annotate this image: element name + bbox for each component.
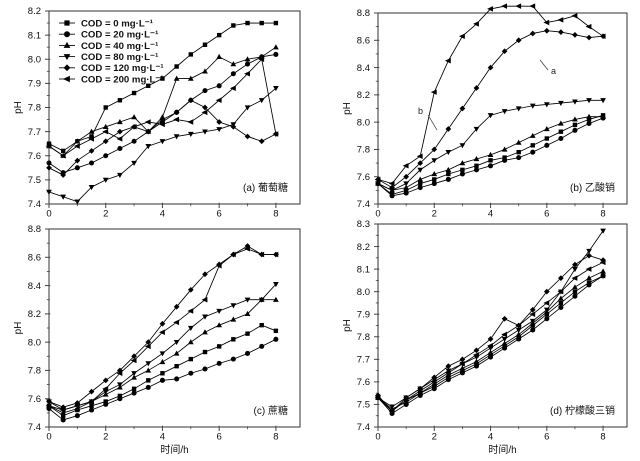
- svg-text:pH: pH: [13, 322, 24, 335]
- svg-text:4: 4: [488, 209, 493, 220]
- svg-text:8.2: 8.2: [357, 90, 370, 101]
- svg-text:7.8: 7.8: [357, 145, 370, 156]
- svg-text:7.5: 7.5: [28, 175, 41, 186]
- svg-text:COD = 20 mg·L⁻¹: COD = 20 mg·L⁻¹: [81, 30, 158, 41]
- svg-text:8: 8: [273, 209, 278, 220]
- svg-text:2: 2: [103, 209, 108, 220]
- svg-text:7.4: 7.4: [28, 422, 41, 433]
- svg-text:8: 8: [600, 209, 605, 220]
- svg-text:时间/h: 时间/h: [160, 443, 188, 456]
- svg-text:7.8: 7.8: [28, 366, 41, 377]
- svg-text:7.4: 7.4: [357, 422, 370, 433]
- svg-text:7.4: 7.4: [357, 199, 370, 210]
- svg-text:4: 4: [160, 432, 165, 443]
- svg-text:7.9: 7.9: [28, 79, 41, 90]
- svg-text:8.4: 8.4: [357, 63, 370, 74]
- svg-text:COD = 200 mg·L⁻¹: COD = 200 mg·L⁻¹: [81, 74, 164, 85]
- svg-text:4: 4: [488, 432, 493, 443]
- svg-text:6: 6: [544, 432, 549, 443]
- svg-text:8: 8: [273, 432, 278, 443]
- svg-text:pH: pH: [342, 102, 353, 115]
- svg-text:a: a: [551, 66, 556, 76]
- svg-text:8.4: 8.4: [28, 281, 41, 292]
- svg-text:7.6: 7.6: [357, 172, 370, 183]
- svg-text:7.6: 7.6: [357, 377, 370, 388]
- svg-text:COD = 0 mg·L⁻¹: COD = 0 mg·L⁻¹: [81, 18, 153, 29]
- svg-text:7.6: 7.6: [28, 151, 41, 162]
- svg-text:0: 0: [46, 209, 51, 220]
- svg-text:0: 0: [375, 209, 380, 220]
- svg-text:(a) 葡萄糖: (a) 葡萄糖: [243, 181, 288, 194]
- svg-text:(c) 蔗糖: (c) 蔗糖: [254, 404, 288, 417]
- svg-text:4: 4: [160, 209, 165, 220]
- svg-text:8.2: 8.2: [357, 242, 370, 253]
- svg-text:COD = 120 mg·L⁻¹: COD = 120 mg·L⁻¹: [81, 63, 164, 74]
- svg-text:0: 0: [375, 432, 380, 443]
- svg-text:6: 6: [217, 209, 222, 220]
- svg-text:(b) 乙酸销: (b) 乙酸销: [570, 181, 615, 194]
- svg-text:6: 6: [544, 209, 549, 220]
- svg-text:8.8: 8.8: [357, 8, 370, 19]
- svg-text:7.9: 7.9: [357, 309, 370, 320]
- svg-text:8: 8: [600, 432, 605, 443]
- svg-text:COD = 40 mg·L⁻¹: COD = 40 mg·L⁻¹: [81, 41, 158, 52]
- svg-text:pH: pH: [13, 101, 24, 114]
- svg-text:COD = 80 mg·L⁻¹: COD = 80 mg·L⁻¹: [81, 52, 158, 63]
- svg-text:8.6: 8.6: [357, 35, 370, 46]
- svg-text:8.0: 8.0: [357, 117, 370, 128]
- svg-text:时间/h: 时间/h: [488, 443, 516, 456]
- svg-text:8.1: 8.1: [28, 30, 41, 41]
- svg-text:7.5: 7.5: [357, 400, 370, 411]
- svg-text:8.0: 8.0: [28, 337, 41, 348]
- svg-text:8.8: 8.8: [28, 224, 41, 235]
- svg-text:8.0: 8.0: [357, 287, 370, 298]
- svg-text:7.7: 7.7: [28, 127, 41, 138]
- svg-text:2: 2: [103, 432, 108, 443]
- svg-text:7.8: 7.8: [357, 332, 370, 343]
- svg-text:7.8: 7.8: [28, 103, 41, 114]
- svg-text:8.2: 8.2: [28, 309, 41, 320]
- svg-text:8.2: 8.2: [28, 6, 41, 17]
- svg-text:7.6: 7.6: [28, 394, 41, 405]
- svg-text:8.6: 8.6: [28, 252, 41, 263]
- svg-text:7.4: 7.4: [28, 199, 41, 210]
- svg-text:2: 2: [432, 209, 437, 220]
- svg-text:6: 6: [217, 432, 222, 443]
- svg-text:2: 2: [432, 432, 437, 443]
- svg-text:8.3: 8.3: [357, 219, 370, 230]
- svg-text:8.1: 8.1: [357, 264, 370, 275]
- svg-text:pH: pH: [342, 319, 353, 332]
- svg-text:b: b: [418, 106, 423, 116]
- svg-text:7.7: 7.7: [357, 355, 370, 366]
- svg-text:8.0: 8.0: [28, 54, 41, 65]
- svg-text:0: 0: [46, 432, 51, 443]
- svg-text:(d) 柠檬酸三销: (d) 柠檬酸三销: [550, 404, 615, 417]
